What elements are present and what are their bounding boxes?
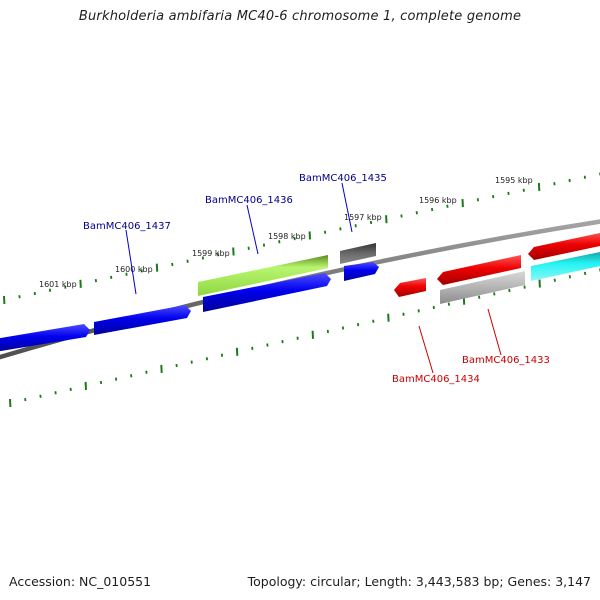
scale-label-1597: 1597 kbp [344,213,382,222]
scale-label-1599: 1599 kbp [192,249,230,258]
gene-arrow-BamMC406_1436[interactable] [203,273,331,312]
gene-label-BamMC406_1435[interactable]: BamMC406_1435 [299,173,387,184]
scale-label-1600: 1600 kbp [115,265,153,274]
upper-scale-ticks [3,172,600,305]
leader-line-BamMC406_1437 [125,229,137,295]
accession-text: Accession: NC_010551 [9,574,152,589]
gene-label-BamMC406_1436[interactable]: BamMC406_1436 [205,195,293,206]
scale-label-1601: 1601 kbp [39,280,77,289]
gene-arrow-right-red[interactable] [528,232,600,260]
gene-arrow-BamMC406_1435[interactable] [344,262,379,281]
gene-arrow-cyan[interactable] [531,251,600,281]
leader-line-BamMC406_1435 [341,182,353,233]
topology-text: Topology: circular; Length: 3,443,583 bp… [247,574,591,589]
scale-label-1595: 1595 kbp [495,176,533,185]
gene-arrow-dark[interactable] [340,243,376,264]
leader-line-BamMC406_1434 [418,325,434,374]
gene-label-BamMC406_1433[interactable]: BamMC406_1433 [462,355,550,366]
gene-arrow-left-edge[interactable] [0,324,90,352]
gene-arrow-gray[interactable] [440,271,525,304]
leader-line-BamMC406_1433 [487,308,502,356]
gene-arrow-BamMC406_1437[interactable] [94,305,191,335]
leader-line-BamMC406_1436 [246,204,259,255]
gene-arrow-BamMC406_1433[interactable] [437,255,521,285]
scale-label-1596: 1596 kbp [419,196,457,205]
gene-arrow-highlighted[interactable] [198,255,328,296]
page-title: Burkholderia ambifaria MC40-6 chromosome… [78,9,522,24]
scale-label-1598: 1598 kbp [268,232,306,241]
gene-label-BamMC406_1437[interactable]: BamMC406_1437 [83,221,171,232]
gene-arrow-BamMC406_1434[interactable] [394,278,426,297]
lower-scale-ticks [9,268,600,408]
gene-label-BamMC406_1434[interactable]: BamMC406_1434 [392,374,480,385]
